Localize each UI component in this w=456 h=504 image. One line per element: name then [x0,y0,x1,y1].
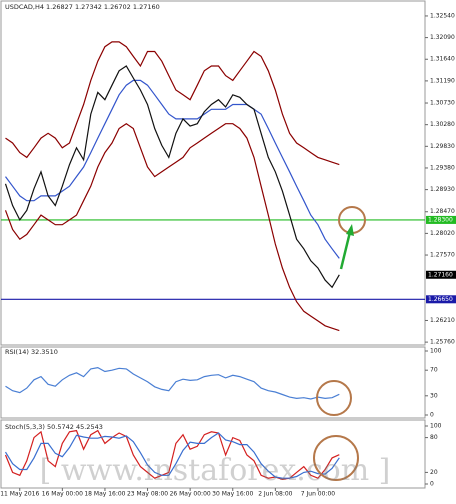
main-panel [0,0,426,346]
y-tick-label: 1.25760 [430,339,455,346]
series-line [4,432,340,479]
y-tick-label: 1.29380 [430,164,455,171]
y-tick-label: 0 [430,481,434,488]
annotation-arrow [339,231,352,270]
y-tick-label: 1.28930 [430,186,455,193]
y-tick-label: 1.32090 [430,34,455,41]
annotation-circle [316,380,352,416]
y-tick-label: 1.27570 [430,252,455,259]
rsi-panel [0,346,426,419]
plot: USDCAD,H4 1.26827 1.27342 1.26702 1.2716… [0,3,456,498]
y-tick-label: 1.30730 [430,100,455,107]
y-tick-label: 1.26210 [430,317,455,324]
y-tick-label: 20 [430,469,438,476]
y-tick-label: 1.31640 [430,56,455,63]
series-line [5,79,340,259]
panel-title: RSI(14) 32.3510 [5,348,58,356]
panel-title: Stoch(5,3,3) 50.5742 45.2543 [5,423,103,431]
series-line [5,41,340,166]
y-tick-label: 1.30280 [430,121,455,128]
level-label: 1.26650 [428,296,453,303]
y-tick-label: 1.28020 [430,230,455,237]
y-tick-label: 100 [430,423,442,430]
y-tick-label: 100 [430,348,442,355]
x-tick-label: 7 Jun 00:00 [301,491,335,498]
x-tick-label: 30 May 16:00 [212,491,253,498]
level-label: 1.28300 [428,216,453,223]
x-tick-label: 11 May 2016 [0,491,39,498]
stoch-panel [0,419,426,489]
x-tick-label: 18 May 16:00 [84,491,125,498]
series-line [4,65,340,289]
x-tick-label: 16 May 00:00 [42,491,83,498]
y-tick-label: 1.32540 [430,12,455,19]
series-line [4,429,340,481]
level-box [426,215,456,224]
series-line [4,122,340,332]
y-tick-label: 1.29830 [430,143,455,150]
x-tick-label: 2 Jun 08:00 [258,491,292,498]
y-tick-label: 0 [430,412,434,419]
y-tick-label: 80 [430,434,438,441]
x-tick-label: 23 May 08:00 [127,491,168,498]
level-box [426,295,456,304]
y-tick-label: 1.31190 [430,77,455,84]
y-tick-label: 30 [430,392,438,399]
series-line [5,366,340,400]
watermark: [ www.instaforex.com ] [40,453,391,488]
annotation-circle [313,435,359,481]
level-label: 1.27160 [428,271,453,278]
panel-title: USDCAD,H4 1.26827 1.27342 1.26702 1.2716… [5,3,160,11]
annotation-arrowhead [346,224,354,236]
y-tick-label: 70 [430,367,438,374]
x-tick-label: 26 May 00:00 [170,491,211,498]
y-tick-label: 1.28470 [430,208,455,215]
level-box [426,270,456,279]
